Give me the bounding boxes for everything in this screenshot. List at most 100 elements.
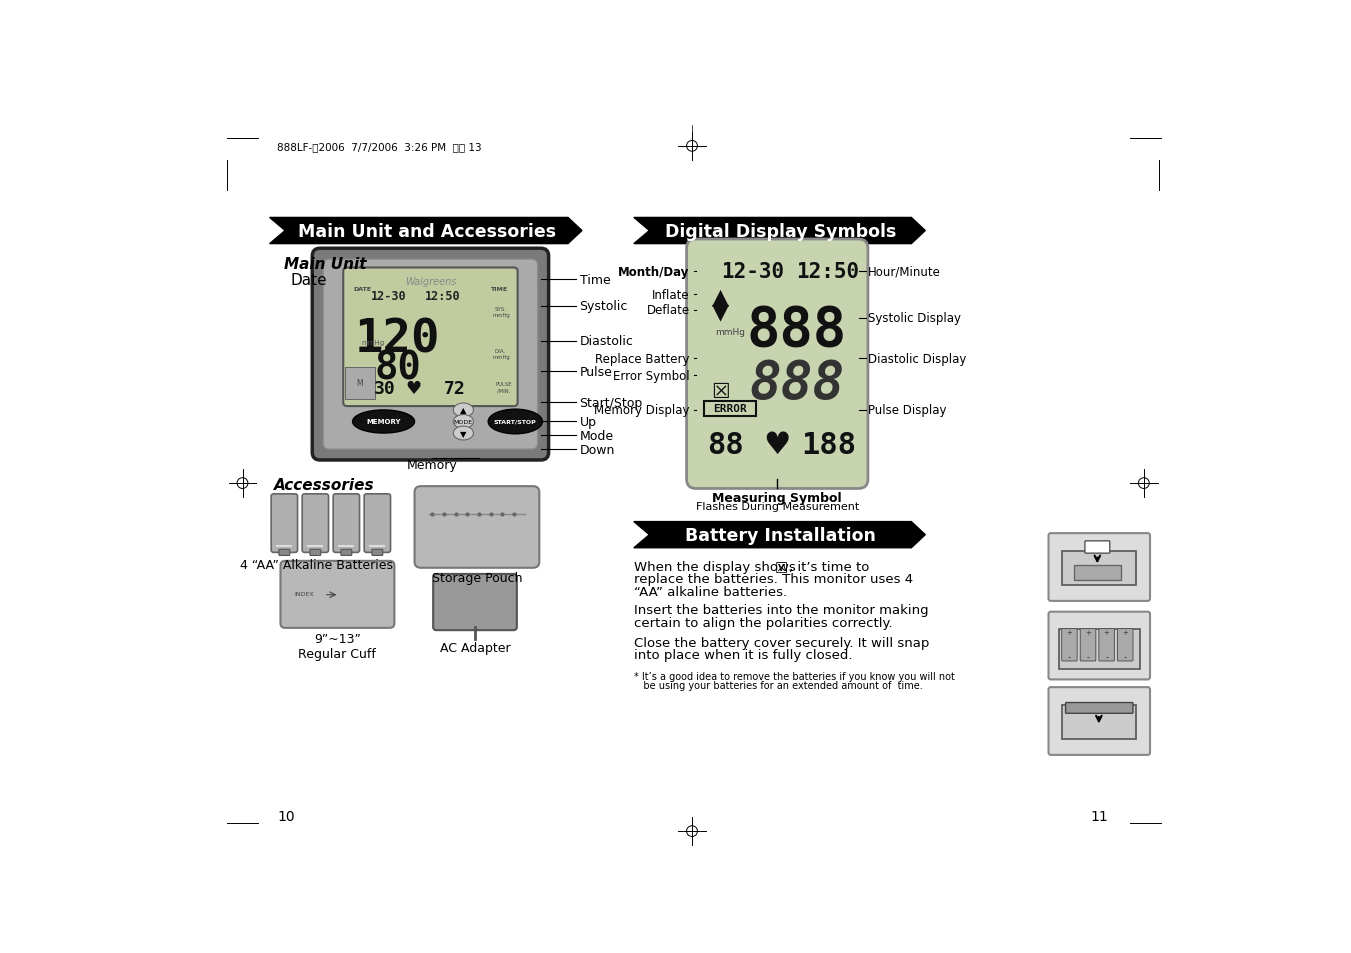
FancyBboxPatch shape bbox=[323, 260, 538, 450]
Text: MEMORY: MEMORY bbox=[366, 419, 401, 425]
Text: ERROR: ERROR bbox=[713, 404, 747, 414]
FancyBboxPatch shape bbox=[1048, 534, 1150, 601]
Text: /MIN.: /MIN. bbox=[497, 388, 509, 393]
Text: Inflate: Inflate bbox=[653, 289, 689, 301]
Text: Flashes During Measurement: Flashes During Measurement bbox=[696, 501, 859, 511]
Text: SYS.: SYS. bbox=[494, 307, 507, 312]
Text: Walgreens: Walgreens bbox=[405, 276, 457, 286]
FancyBboxPatch shape bbox=[1066, 702, 1133, 714]
Text: When the display shows: When the display shows bbox=[634, 560, 796, 574]
Text: Start/Stop: Start/Stop bbox=[580, 396, 643, 409]
Ellipse shape bbox=[488, 410, 542, 435]
Text: Date: Date bbox=[290, 273, 327, 287]
Text: 120: 120 bbox=[355, 317, 440, 362]
FancyBboxPatch shape bbox=[343, 268, 517, 407]
Text: Storage Pouch: Storage Pouch bbox=[432, 571, 523, 584]
Text: mmHg: mmHg bbox=[492, 313, 509, 317]
FancyBboxPatch shape bbox=[1081, 629, 1096, 661]
Text: Month/Day: Month/Day bbox=[619, 266, 689, 278]
Text: be using your batteries for an extended amount of  time.: be using your batteries for an extended … bbox=[634, 680, 923, 691]
FancyBboxPatch shape bbox=[309, 550, 320, 556]
FancyBboxPatch shape bbox=[1048, 612, 1150, 679]
Text: Accessories: Accessories bbox=[273, 477, 374, 493]
Text: Digital Display Symbols: Digital Display Symbols bbox=[665, 222, 896, 240]
FancyBboxPatch shape bbox=[434, 575, 517, 631]
Text: 4 “AA” Alkaline Batteries: 4 “AA” Alkaline Batteries bbox=[239, 558, 393, 571]
Text: Mode: Mode bbox=[580, 430, 613, 442]
FancyBboxPatch shape bbox=[278, 550, 289, 556]
Text: INDEX: INDEX bbox=[295, 591, 313, 597]
Text: Insert the batteries into the monitor making: Insert the batteries into the monitor ma… bbox=[634, 603, 928, 617]
Text: 30: 30 bbox=[374, 379, 396, 397]
FancyBboxPatch shape bbox=[1062, 705, 1136, 740]
Text: Measuring Symbol: Measuring Symbol bbox=[712, 491, 842, 504]
Text: PULSE: PULSE bbox=[496, 382, 512, 387]
FancyBboxPatch shape bbox=[312, 249, 549, 460]
Ellipse shape bbox=[454, 427, 473, 440]
Text: 10: 10 bbox=[277, 809, 295, 822]
Text: -: - bbox=[1067, 652, 1071, 661]
Text: Diastolic: Diastolic bbox=[580, 335, 634, 348]
Text: M: M bbox=[357, 379, 363, 388]
Text: -: - bbox=[1086, 652, 1089, 661]
FancyBboxPatch shape bbox=[1048, 687, 1150, 755]
Text: +: + bbox=[1066, 630, 1073, 636]
Ellipse shape bbox=[353, 411, 415, 434]
Text: 888LF-英2006  7/7/2006  3:26 PM  頁面 13: 888LF-英2006 7/7/2006 3:26 PM 頁面 13 bbox=[277, 142, 482, 152]
Text: DATE: DATE bbox=[354, 287, 372, 292]
Text: ▼: ▼ bbox=[461, 429, 466, 438]
Text: Diastolic Display: Diastolic Display bbox=[867, 353, 966, 365]
FancyBboxPatch shape bbox=[1062, 551, 1136, 586]
Text: certain to align the polarities correctly.: certain to align the polarities correctl… bbox=[634, 616, 893, 629]
Text: Systolic Display: Systolic Display bbox=[867, 312, 961, 325]
Text: ♥: ♥ bbox=[763, 431, 790, 459]
Text: 11: 11 bbox=[1090, 809, 1108, 822]
Text: ▼: ▼ bbox=[712, 302, 730, 322]
Text: 188: 188 bbox=[801, 431, 857, 459]
Text: Error Symbol: Error Symbol bbox=[613, 370, 689, 382]
Text: 888: 888 bbox=[747, 303, 847, 356]
Text: into place when it is fully closed.: into place when it is fully closed. bbox=[634, 648, 852, 661]
Text: Hour/Minute: Hour/Minute bbox=[867, 266, 940, 278]
Text: mmHg: mmHg bbox=[715, 328, 746, 337]
Text: mmHg: mmHg bbox=[492, 355, 509, 360]
Text: ☒: ☒ bbox=[775, 560, 788, 576]
Text: +: + bbox=[1104, 630, 1109, 636]
Text: 88: 88 bbox=[707, 431, 743, 459]
Polygon shape bbox=[634, 218, 925, 244]
Text: +: + bbox=[1085, 630, 1092, 636]
Text: Pulse: Pulse bbox=[580, 366, 612, 378]
Text: +: + bbox=[1123, 630, 1128, 636]
FancyBboxPatch shape bbox=[281, 561, 394, 628]
Text: 72: 72 bbox=[444, 379, 466, 397]
Text: START/STOP: START/STOP bbox=[494, 419, 536, 424]
FancyBboxPatch shape bbox=[303, 495, 328, 553]
Text: 888: 888 bbox=[748, 357, 844, 410]
Text: “AA” alkaline batteries.: “AA” alkaline batteries. bbox=[634, 585, 788, 598]
Text: ☒: ☒ bbox=[711, 381, 730, 401]
Text: Memory: Memory bbox=[407, 458, 458, 472]
FancyBboxPatch shape bbox=[272, 495, 297, 553]
Text: 12:50: 12:50 bbox=[424, 290, 461, 303]
Text: Systolic: Systolic bbox=[580, 300, 628, 314]
Text: MODE: MODE bbox=[454, 419, 473, 424]
Text: 80: 80 bbox=[374, 349, 422, 387]
Text: ▲: ▲ bbox=[712, 287, 730, 307]
Text: ▲: ▲ bbox=[461, 406, 466, 415]
Text: Battery Installation: Battery Installation bbox=[685, 526, 875, 544]
FancyBboxPatch shape bbox=[340, 550, 351, 556]
Text: Memory Display: Memory Display bbox=[594, 404, 689, 417]
Text: -: - bbox=[1105, 652, 1108, 661]
FancyBboxPatch shape bbox=[686, 240, 867, 489]
Ellipse shape bbox=[454, 416, 473, 429]
FancyBboxPatch shape bbox=[334, 495, 359, 553]
Text: Pulse Display: Pulse Display bbox=[867, 404, 947, 417]
Polygon shape bbox=[270, 218, 582, 244]
Text: 12-30: 12-30 bbox=[720, 262, 784, 282]
Text: Deflate: Deflate bbox=[647, 304, 689, 317]
Text: Close the battery cover securely. It will snap: Close the battery cover securely. It wil… bbox=[634, 636, 929, 649]
Text: -: - bbox=[1124, 652, 1127, 661]
FancyBboxPatch shape bbox=[1062, 629, 1077, 661]
Text: TIME: TIME bbox=[490, 287, 508, 292]
Text: Replace Battery: Replace Battery bbox=[596, 353, 689, 365]
